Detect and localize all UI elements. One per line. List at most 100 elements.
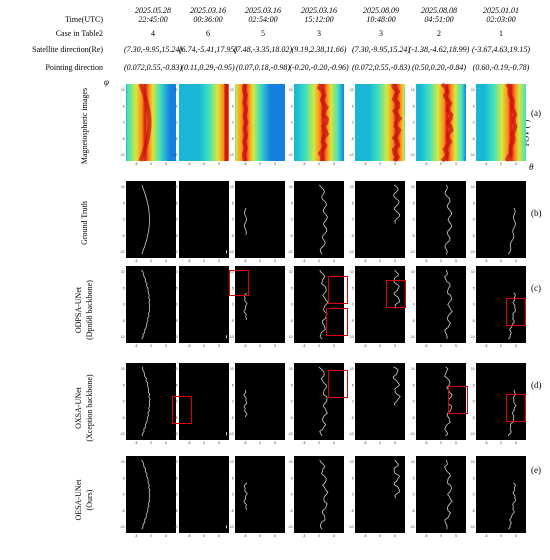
x-tick-label: 5 xyxy=(394,344,396,348)
y-tick-label: 0 xyxy=(473,493,475,497)
boundary-mask-panel: 10 5 0 -5 -10 -5 0 5 xyxy=(349,456,405,538)
y-tick-label: 5 xyxy=(232,476,234,480)
y-tick-label: -5 xyxy=(290,509,293,513)
x-tick-label: 5 xyxy=(455,441,457,445)
panel-image: 10 5 0 -5 -10 -5 0 5 xyxy=(349,83,405,166)
boundary-line xyxy=(318,184,328,255)
heatmap-hot-band xyxy=(440,82,454,163)
x-tick-label: 0 xyxy=(259,534,261,538)
x-tick-label: 5 xyxy=(515,162,517,166)
heatmap-hot-band xyxy=(390,83,403,163)
boundary-line xyxy=(226,525,227,529)
y-tick-label: 0 xyxy=(291,493,293,497)
panel-image: 10 5 0 -5 -10 -5 0 5 xyxy=(349,266,405,348)
panel-image: 10 5 0 -5 -10 -5 0 5 xyxy=(349,363,405,445)
y-tick-label: 5 xyxy=(291,286,293,290)
y-tick-label: -5 xyxy=(351,416,354,420)
y-tick-label: 10 xyxy=(174,270,178,274)
y-tick-label: 0 xyxy=(473,400,475,404)
x-tick-label: -5 xyxy=(303,441,306,445)
x-tick-label: 5 xyxy=(218,162,220,166)
y-tick-label: 0 xyxy=(352,400,354,404)
heatmap-fill xyxy=(294,84,344,161)
panel-image: 10 5 0 -5 -10 -5 0 5 xyxy=(410,82,466,166)
y-tick-label: 0 xyxy=(413,121,415,125)
mask-background xyxy=(476,266,526,343)
column-case: 2 xyxy=(437,29,441,38)
column-pointing: (0.60,-0.19,-0.78) xyxy=(472,63,530,72)
y-tick-label: -5 xyxy=(412,416,415,420)
y-tick-label: 5 xyxy=(176,476,178,480)
mask-background xyxy=(294,363,344,440)
panel-image: 10 5 0 -5 -10 -5 0 5 xyxy=(288,181,344,263)
boundary-line xyxy=(141,269,151,340)
y-tick-label: -10 xyxy=(120,153,125,157)
x-tick-label: 5 xyxy=(274,534,276,538)
x-tick-label: 5 xyxy=(455,162,457,166)
row-label-oesa: OESA-UNet (Ours) xyxy=(73,440,97,560)
y-tick-label: -10 xyxy=(288,153,293,157)
y-tick-label: 5 xyxy=(352,476,354,480)
x-tick-label: 0 xyxy=(259,441,261,445)
x-tick-label: 5 xyxy=(394,259,396,263)
x-tick-label: 0 xyxy=(203,162,205,166)
panel-image: 10 5 0 -5 -10 -5 0 5 xyxy=(470,456,526,538)
mask-background xyxy=(416,266,466,343)
highlight-box xyxy=(506,298,526,326)
x-tick-label: 5 xyxy=(333,162,335,166)
column-date: 2025.08.09 xyxy=(363,6,399,15)
y-tick-label: 5 xyxy=(413,383,415,387)
boundary-mask-panel: 10 5 0 -5 -10 -5 0 5 xyxy=(349,181,405,263)
y-tick-label: 10 xyxy=(230,460,234,464)
y-tick-label: -10 xyxy=(173,153,178,157)
y-tick-label: 10 xyxy=(230,270,234,274)
column-pointing: (-0.20,-0.20,-0.96) xyxy=(289,63,349,72)
x-tick-label: -5 xyxy=(244,162,247,166)
panel-letter-b: (b) xyxy=(531,208,542,218)
x-tick-label: 5 xyxy=(165,259,167,263)
boundary-mask-panel: 10 5 0 -5 -10 -5 0 5 xyxy=(120,181,176,263)
magnetospheric-image-panel: 10 5 0 -5 -10 -5 0 5 xyxy=(470,82,526,166)
y-tick-label: -5 xyxy=(412,234,415,238)
y-tick-label: 0 xyxy=(232,493,234,497)
x-tick-label: 0 xyxy=(500,162,502,166)
boundary-mask-panel: 10 5 0 -5 -10 -5 0 5 xyxy=(288,181,344,263)
boundary-line xyxy=(243,389,248,418)
y-tick-label: -5 xyxy=(412,509,415,513)
x-tick-label: 0 xyxy=(379,344,381,348)
y-tick-label: -5 xyxy=(122,234,125,238)
panel-image: 10 5 0 -5 -10 -5 0 5 xyxy=(470,363,526,445)
y-tick-label: -10 xyxy=(173,525,178,529)
y-tick-label: 0 xyxy=(123,303,125,307)
panel-image: 10 5 0 -5 -10 -5 0 5 xyxy=(229,83,285,166)
y-tick-label: 5 xyxy=(232,104,234,108)
boundary-line xyxy=(141,184,150,255)
mask-background xyxy=(294,181,344,258)
boundary-mask-panel: 10 5 0 -5 -10 -5 0 5 xyxy=(229,363,285,445)
y-tick-label: -10 xyxy=(288,250,293,254)
boundary-line xyxy=(508,482,516,530)
y-tick-label: 0 xyxy=(123,218,125,222)
magnetospheric-image-panel: 10 5 0 -5 -10 -5 0 5 xyxy=(410,82,466,166)
y-tick-label: 10 xyxy=(121,270,125,274)
boundary-line xyxy=(393,184,401,224)
boundary-line xyxy=(226,250,227,254)
y-tick-label: -5 xyxy=(472,234,475,238)
y-tick-label: 10 xyxy=(121,88,125,92)
x-tick-label: 5 xyxy=(333,259,335,263)
boundary-mask-panel: 10 5 0 -5 -10 -5 0 5 xyxy=(470,266,526,348)
y-tick-label: 0 xyxy=(413,303,415,307)
x-tick-label: -5 xyxy=(425,162,428,166)
y-tick-label: -10 xyxy=(470,153,475,157)
column-satellite: (7.48,-3.35,18.02) xyxy=(234,45,292,54)
column-satellite: (6.74,-5.41,17.95) xyxy=(179,45,237,54)
y-tick-label: 0 xyxy=(352,303,354,307)
y-tick-label: -5 xyxy=(175,416,178,420)
x-tick-label: 0 xyxy=(379,162,381,166)
column-case: 6 xyxy=(206,29,210,38)
x-tick-label: -5 xyxy=(485,162,488,166)
y-tick-label: -5 xyxy=(175,234,178,238)
panel-image: 10 5 0 -5 -10 -5 0 5 xyxy=(470,82,526,166)
y-tick-label: -5 xyxy=(175,137,178,141)
y-tick-label: -10 xyxy=(229,335,234,339)
